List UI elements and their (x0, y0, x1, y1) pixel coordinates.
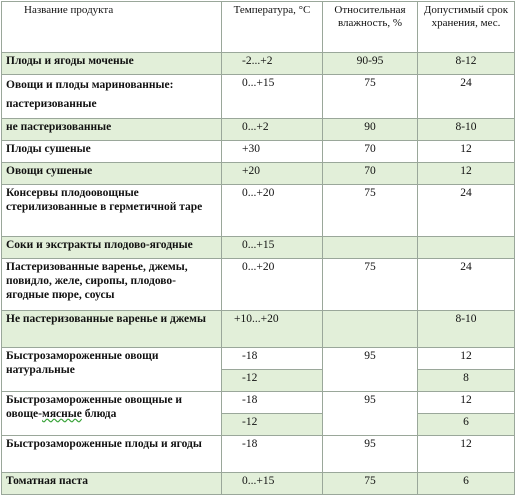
humidity (322, 310, 418, 348)
shelf-life: 8-10 (417, 118, 515, 141)
product-name: Быстрозамороженные плоды и ягоды (1, 435, 222, 473)
temperature: -12 (221, 413, 323, 436)
temperature: 0...+20 (221, 258, 323, 311)
shelf-life: 8-10 (417, 310, 515, 348)
table-row: Соки и экстракты плодово-ягодные 0...+15 (1, 236, 515, 259)
table-row: Не пастеризованные варенье и джемы +10..… (1, 310, 515, 348)
product-name: Плоды сушеные (1, 140, 222, 163)
table-header-row: Название продукта Температура, °C Относи… (1, 1, 515, 53)
temperature: 0...+15 (221, 74, 323, 119)
product-subname: пастеризованные (6, 98, 97, 110)
temperature: 0...+2 (221, 118, 323, 141)
temp-unit: °C (298, 4, 311, 16)
temperature: 0...+15 (221, 236, 323, 259)
product-name: Томатная паста (1, 472, 222, 495)
product-name: не пастеризованные (1, 118, 222, 141)
temperature: -18 (221, 347, 323, 370)
table-row: Быстрозамороженные плоды и ягоды -18 95 … (1, 435, 515, 473)
header-humidity: Относительная влажность, % (322, 1, 418, 53)
humidity: 75 (322, 258, 418, 311)
shelf-life: 12 (417, 162, 515, 185)
temperature: +20 (221, 162, 323, 185)
table-row: не пастеризованные 0...+2 90 8-10 (1, 118, 515, 141)
temperature: -12 (221, 369, 323, 392)
humidity: 70 (322, 162, 418, 185)
humidity: 70 (322, 140, 418, 163)
table-row: Пастеризованные варенье, джемы, повидло,… (1, 258, 515, 311)
product-name: Плоды и ягоды моченые (1, 52, 222, 75)
temperature: 0...+15 (221, 472, 323, 495)
temperature: +10...+20 (221, 310, 323, 348)
humidity: 90 (322, 118, 418, 141)
shelf-life (417, 236, 515, 259)
table-row: Овощи и плоды маринованные: пастеризован… (1, 74, 515, 119)
shelf-life: 8 (417, 369, 515, 392)
header-name: Название продукта (1, 1, 222, 53)
shelf-life: 24 (417, 74, 515, 119)
shelf-life: 12 (417, 391, 515, 414)
product-name: Быстрозамороженные овощи натуральные (1, 347, 222, 392)
shelf-life: 24 (417, 184, 515, 237)
shelf-life: 8-12 (417, 52, 515, 75)
temperature: -2...+2 (221, 52, 323, 75)
header-shelf-life: Допустимый срок хранения, мес. (417, 1, 515, 53)
humidity: 75 (322, 184, 418, 237)
shelf-life: 6 (417, 472, 515, 495)
humidity: 75 (322, 74, 418, 119)
product-name: Соки и экстракты плодово-ягодные (1, 236, 222, 259)
temperature: +30 (221, 140, 323, 163)
table-row: Томатная паста 0...+15 75 6 (1, 472, 515, 495)
humidity: 95 (322, 435, 418, 473)
shelf-life: 24 (417, 258, 515, 311)
shelf-life: 12 (417, 140, 515, 163)
product-name: Овощи сушеные (1, 162, 222, 185)
product-name: Быстрозамороженные овощные и овоще-мясны… (1, 391, 222, 436)
shelf-life: 6 (417, 413, 515, 436)
humidity: 75 (322, 472, 418, 495)
humidity: 95 (322, 391, 418, 436)
product-name: Консервы плодоовощные стерилизованные в … (1, 184, 222, 237)
table-row: Быстрозамороженные овощи натуральные -18… (1, 347, 515, 392)
humidity: 90-95 (322, 52, 418, 75)
temperature: -18 (221, 391, 323, 414)
product-name: Пастеризованные варенье, джемы, повидло,… (1, 258, 222, 311)
temperature: 0...+20 (221, 184, 323, 237)
table-row: Консервы плодоовощные стерилизованные в … (1, 184, 515, 237)
temperature: -18 (221, 435, 323, 473)
product-name: Не пастеризованные варенье и джемы (1, 310, 222, 348)
shelf-life: 12 (417, 347, 515, 370)
humidity (322, 236, 418, 259)
product-name: Овощи и плоды маринованные: пастеризован… (1, 74, 222, 119)
humidity: 95 (322, 347, 418, 392)
table-row: Плоды и ягоды моченые -2...+2 90-95 8-12 (1, 52, 515, 75)
table-row: Плоды сушеные +30 70 12 (1, 140, 515, 163)
spellcheck-word: мясные (42, 408, 82, 420)
table-row: -12 8 (2, 369, 515, 392)
table-row: Овощи сушеные +20 70 12 (1, 162, 515, 185)
header-temperature: Температура, °C (221, 1, 323, 53)
table-row: Быстрозамороженные овощные и овоще-мясны… (1, 391, 515, 436)
shelf-life: 12 (417, 435, 515, 473)
